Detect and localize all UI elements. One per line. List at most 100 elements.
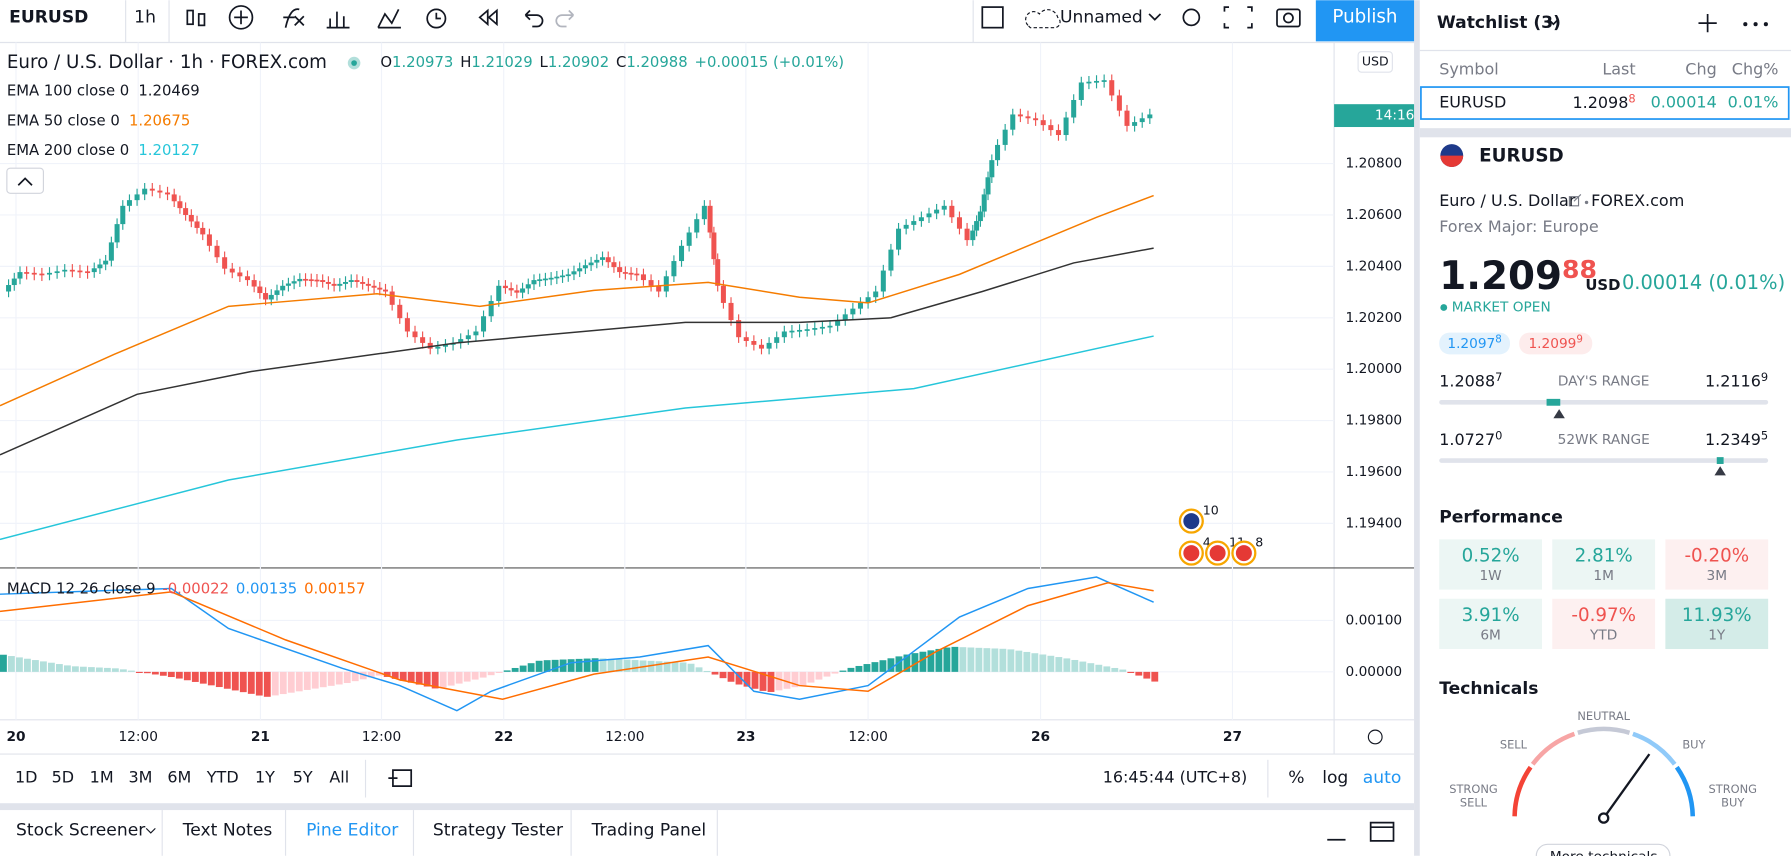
bid-pill (1439, 332, 1511, 355)
candle (594, 259, 600, 263)
histogram-bar (47, 662, 55, 672)
scale-option[interactable]: % (1288, 768, 1304, 788)
histogram-bar (575, 658, 583, 672)
range-button[interactable]: 3M (129, 768, 153, 787)
settings-icon[interactable] (1367, 729, 1383, 745)
candle (214, 245, 220, 258)
histogram-bar (319, 671, 327, 688)
texts: EURUSD 1h Unnamed Publish Euro / U.S. Dollar… (6, 6, 1785, 856)
histogram-bar (847, 667, 855, 672)
range-button[interactable]: YTD (206, 768, 239, 787)
collapse-button[interactable] (6, 167, 44, 194)
text-part: 9 (1576, 333, 1583, 345)
histogram-bar (567, 659, 575, 672)
candle (348, 280, 354, 282)
ohlc-value: 1.20973 (392, 54, 453, 71)
performance-cell[interactable] (1439, 539, 1542, 590)
external-link-icon[interactable] (1568, 194, 1582, 207)
candle (343, 281, 349, 284)
text-part: 0 (1495, 428, 1502, 442)
tab-separators (161, 810, 718, 856)
more-icon[interactable] (1743, 22, 1768, 27)
histogram-bar (1087, 663, 1095, 672)
histogram-bar (327, 671, 335, 686)
interval-button[interactable]: 1h (134, 7, 156, 27)
bottom-tab[interactable]: Stock Screener (16, 821, 146, 841)
market-dot (347, 56, 361, 70)
publish-label[interactable]: Publish (1332, 6, 1397, 27)
candle (188, 214, 194, 222)
bottom-tab[interactable]: Strategy Tester (433, 821, 564, 841)
event-count: 10 (1203, 502, 1219, 517)
candle (496, 285, 502, 302)
candle (200, 227, 206, 235)
histogram-bar (487, 671, 495, 676)
histogram-bar (831, 671, 839, 674)
range-button[interactable]: 5D (52, 768, 74, 787)
publish-button[interactable] (1315, 0, 1415, 42)
range-button[interactable]: 5Y (293, 768, 313, 787)
candle (648, 280, 654, 286)
histogram-bar (959, 647, 967, 672)
candle (365, 283, 371, 286)
selected-row[interactable] (1420, 86, 1790, 120)
candle (743, 337, 749, 342)
candle (1002, 129, 1008, 145)
text-part: 5 (1761, 428, 1768, 442)
ohlc-value: 1.20902 (548, 54, 609, 71)
watchlist-title[interactable]: Watchlist (3) (1437, 13, 1561, 33)
indicator-legend: EMA 50 close 0 1.20675 (7, 112, 190, 129)
candle (1132, 122, 1138, 126)
candle (1048, 125, 1054, 131)
more-technicals-link[interactable]: More technicals (1550, 849, 1658, 856)
panel-controls[interactable] (1327, 821, 1395, 842)
candle (371, 285, 377, 288)
range-button[interactable]: 1D (15, 768, 37, 787)
range-button[interactable]: All (329, 768, 349, 787)
histogram-bar (983, 648, 991, 672)
histogram-bar (583, 658, 591, 672)
bottom-tab[interactable]: Trading Panel (591, 821, 706, 841)
price-tick-label: 1.20000 (1346, 361, 1403, 377)
toolbar-separators (125, 0, 974, 43)
histogram-bar (655, 661, 663, 672)
clock: 16:45:44 (UTC+8) (1103, 768, 1248, 787)
performance-cell[interactable] (1439, 598, 1542, 650)
candle (157, 190, 163, 193)
range-button[interactable]: 1M (90, 768, 114, 787)
candle (956, 217, 962, 229)
bottom-tab[interactable]: Text Notes (182, 821, 273, 841)
scale-option[interactable]: log (1322, 768, 1348, 788)
histogram-bar (183, 671, 191, 681)
performance-cell[interactable] (1552, 539, 1656, 590)
range-button[interactable]: 1Y (255, 768, 275, 787)
candle (656, 285, 662, 292)
bottom-tab[interactable]: Pine Editor (306, 821, 399, 841)
candle (354, 280, 360, 282)
candle (873, 291, 879, 298)
column-header: Symbol (1439, 59, 1499, 78)
macd-tick-label: 0.00000 (1346, 664, 1403, 680)
layout-name[interactable]: Unnamed (1060, 7, 1143, 27)
scale-option[interactable]: auto (1363, 768, 1402, 788)
histogram-bar (503, 670, 511, 672)
performance-cell[interactable] (1552, 598, 1656, 650)
histogram-bar (87, 667, 95, 672)
candle (827, 325, 833, 328)
candle (412, 331, 418, 338)
range-button[interactable]: 6M (167, 768, 191, 787)
candle (751, 341, 757, 345)
symbol-search[interactable]: EURUSD (9, 7, 88, 27)
candle (565, 274, 571, 277)
histogram-bar (167, 671, 175, 678)
gauge-label: BUY (1682, 737, 1705, 751)
candle (977, 211, 983, 222)
date-range-icon[interactable] (388, 769, 413, 787)
countdown-badge (1334, 104, 1415, 128)
price-tick-label: 1.20600 (1346, 207, 1403, 223)
days-range-pointer (1553, 409, 1565, 419)
performance-cell[interactable] (1665, 539, 1769, 590)
performance-cell[interactable] (1665, 598, 1769, 650)
candle (1124, 110, 1130, 126)
candle (974, 221, 980, 231)
